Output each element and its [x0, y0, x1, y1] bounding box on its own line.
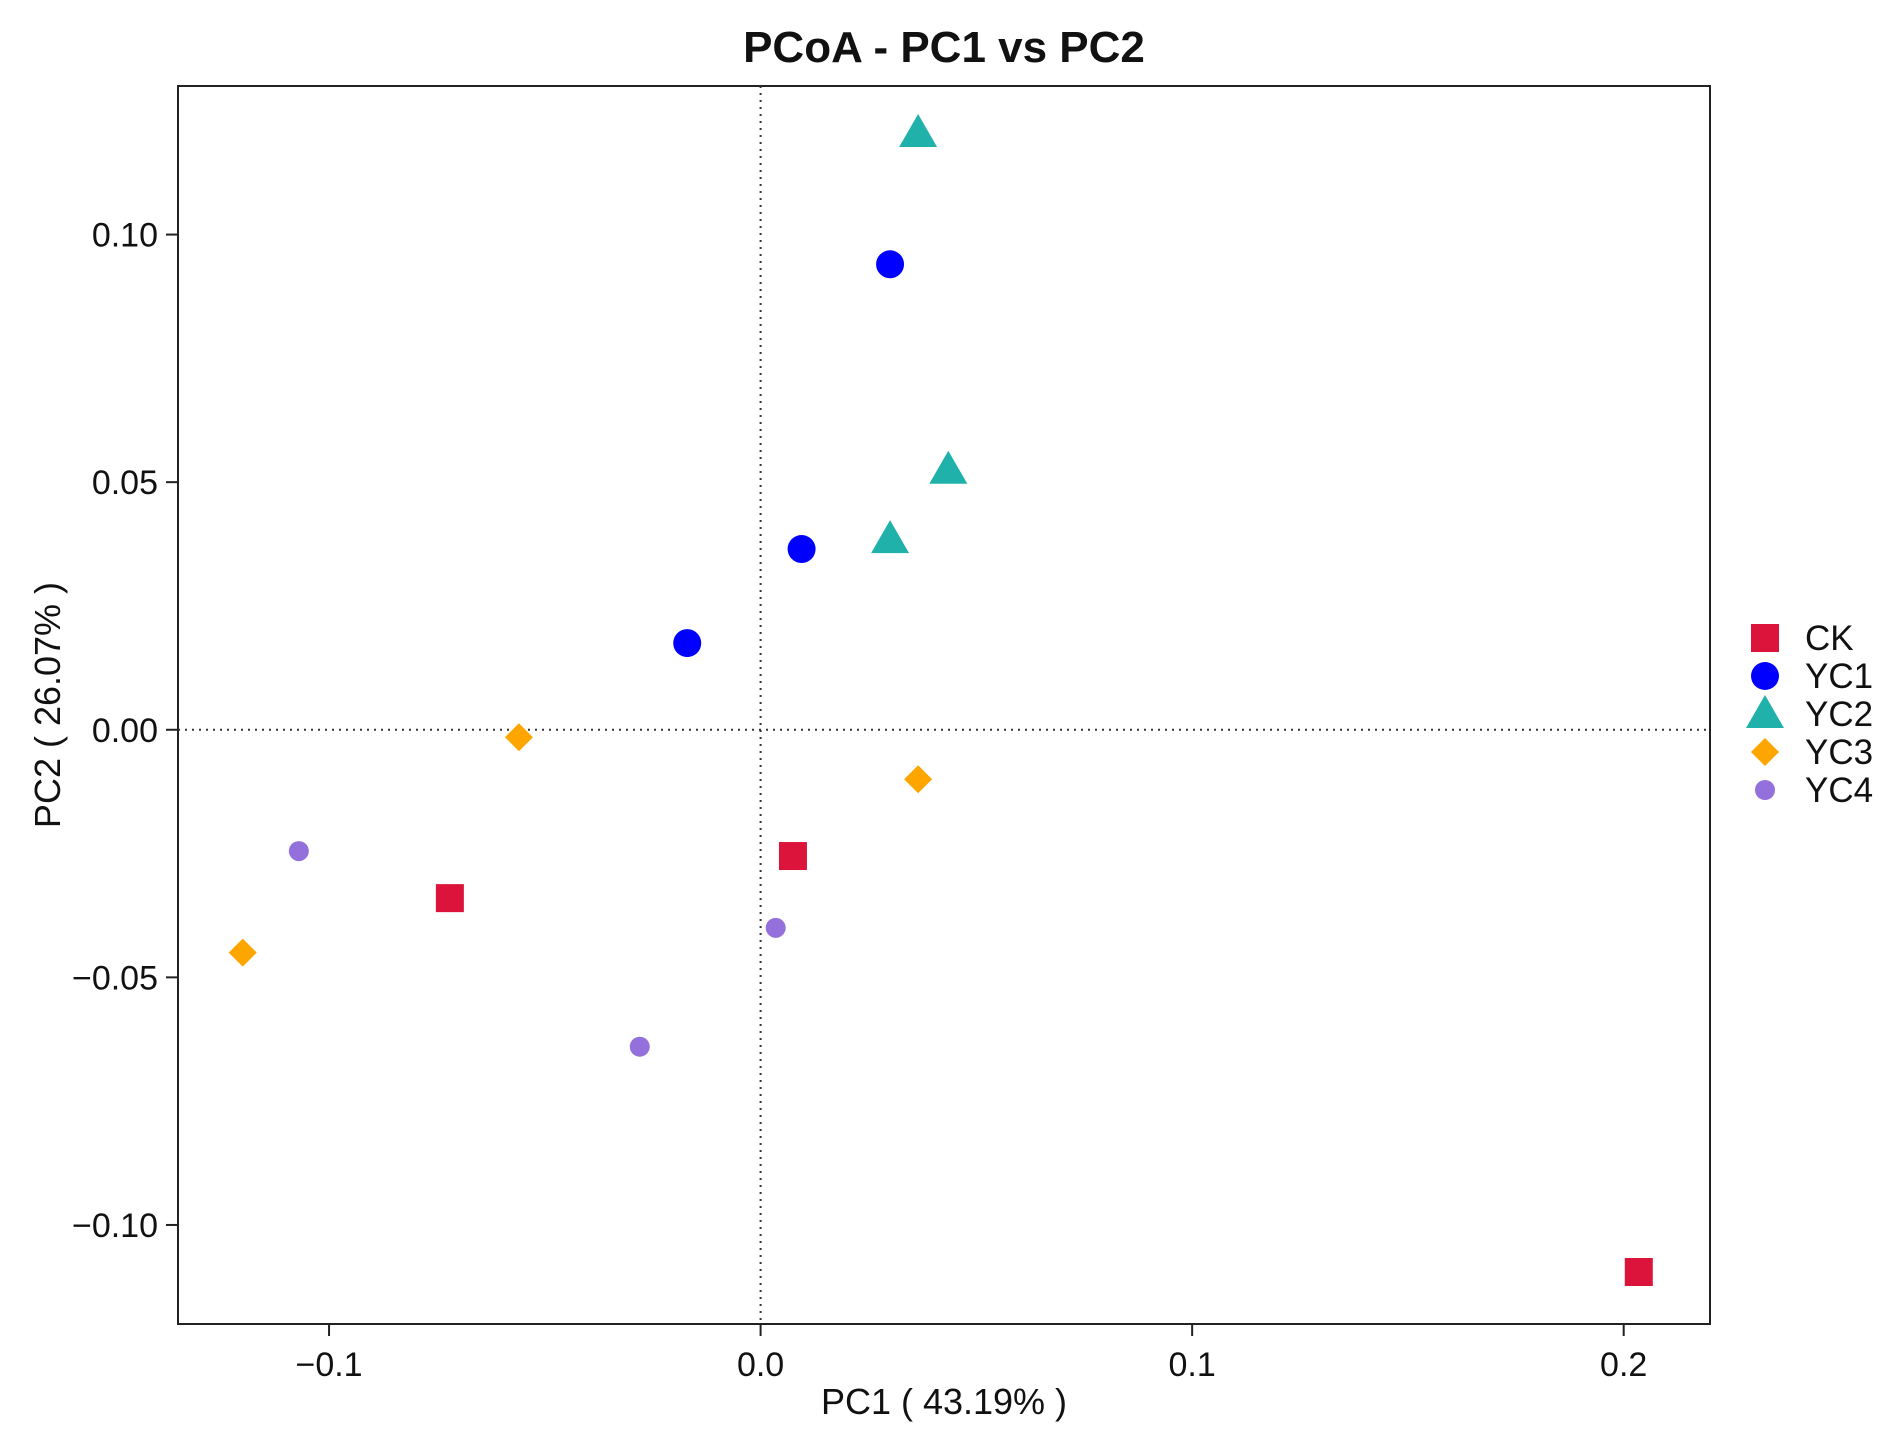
- point-yc3: [228, 938, 257, 967]
- y-axis-label: PC2 ( 26.07% ): [27, 582, 68, 828]
- reference-lines: [178, 86, 1710, 1324]
- legend-marker-yc4: [1755, 780, 1775, 800]
- point-yc3: [904, 765, 933, 794]
- point-yc2: [871, 520, 910, 554]
- point-yc2: [899, 114, 938, 148]
- x-tick-label: 0.2: [1600, 1346, 1647, 1384]
- x-tick-label: 0.1: [1169, 1346, 1216, 1384]
- legend-label-yc3: YC3: [1805, 733, 1873, 772]
- point-yc4: [629, 1036, 650, 1057]
- point-yc1: [787, 535, 816, 564]
- y-tick-label: −0.05: [72, 959, 158, 997]
- y-tick-label: 0.00: [92, 712, 158, 750]
- y-tick-label: 0.10: [92, 217, 158, 255]
- legend-marker-yc2: [1746, 695, 1784, 728]
- point-yc1: [876, 250, 905, 279]
- x-tick-label: −0.1: [295, 1346, 362, 1384]
- legend-marker-yc3: [1751, 738, 1779, 766]
- plot-frame: [177, 85, 1711, 1325]
- point-ck: [1624, 1258, 1653, 1287]
- x-tick-label: 0.0: [737, 1346, 784, 1384]
- point-yc3: [504, 723, 533, 752]
- x-axis: −0.1 0.0 0.1 0.2: [295, 1324, 1647, 1384]
- x-axis-label: PC1 ( 43.19% ): [821, 1381, 1067, 1422]
- point-yc4: [765, 917, 786, 938]
- legend-marker-yc1: [1751, 662, 1779, 690]
- chart-title: PCoA - PC1 vs PC2: [743, 23, 1145, 72]
- legend-label-yc2: YC2: [1805, 695, 1873, 734]
- legend-label-yc1: YC1: [1805, 657, 1873, 696]
- legend-label-yc4: YC4: [1805, 771, 1873, 810]
- y-tick-label: −0.10: [72, 1207, 158, 1245]
- point-yc2: [929, 450, 968, 484]
- legend-label-ck: CK: [1805, 619, 1854, 658]
- point-yc1: [673, 629, 702, 658]
- point-ck: [435, 884, 464, 913]
- point-ck: [778, 842, 807, 871]
- y-tick-label: 0.05: [92, 464, 158, 502]
- legend-marker-ck: [1751, 624, 1779, 652]
- point-yc4: [288, 841, 309, 862]
- y-axis: −0.10 −0.05 0.00 0.05 0.10: [72, 217, 178, 1245]
- data-points: [228, 114, 1653, 1287]
